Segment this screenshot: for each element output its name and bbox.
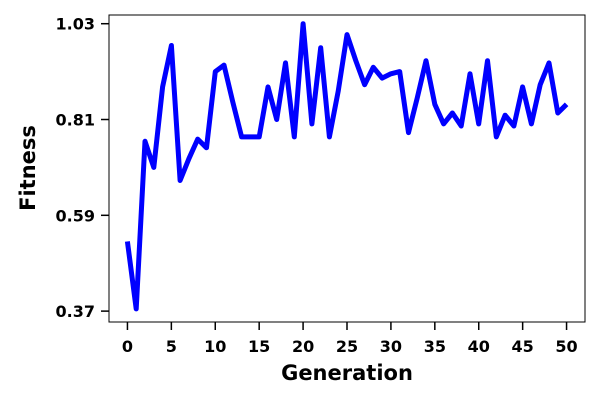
x-tick-label: 50 — [555, 337, 577, 356]
y-tick-label: 1.03 — [56, 15, 95, 34]
x-tick-label: 15 — [248, 337, 270, 356]
y-axis-label: Fitness — [16, 125, 40, 211]
x-tick-label: 20 — [292, 337, 314, 356]
y-axis: 0.37 0.59 0.81 1.03 — [56, 15, 109, 321]
x-tick-label: 0 — [122, 337, 133, 356]
plot-area — [108, 14, 586, 323]
x-tick-label: 40 — [468, 337, 490, 356]
x-axis-label: Generation — [281, 361, 413, 385]
x-tick-label: 35 — [424, 337, 446, 356]
y-tick-label: 0.37 — [56, 302, 95, 321]
x-tick-label: 25 — [336, 337, 358, 356]
x-tick-label: 5 — [166, 337, 177, 356]
x-tick-label: 10 — [204, 337, 226, 356]
x-tick-label: 30 — [380, 337, 402, 356]
y-tick-label: 0.59 — [56, 206, 95, 225]
x-tick-label: 45 — [512, 337, 534, 356]
x-axis: 0 5 10 15 20 25 30 35 40 45 50 — [122, 322, 578, 356]
fitness-series-line — [124, 21, 569, 312]
y-tick-label: 0.81 — [56, 111, 95, 130]
